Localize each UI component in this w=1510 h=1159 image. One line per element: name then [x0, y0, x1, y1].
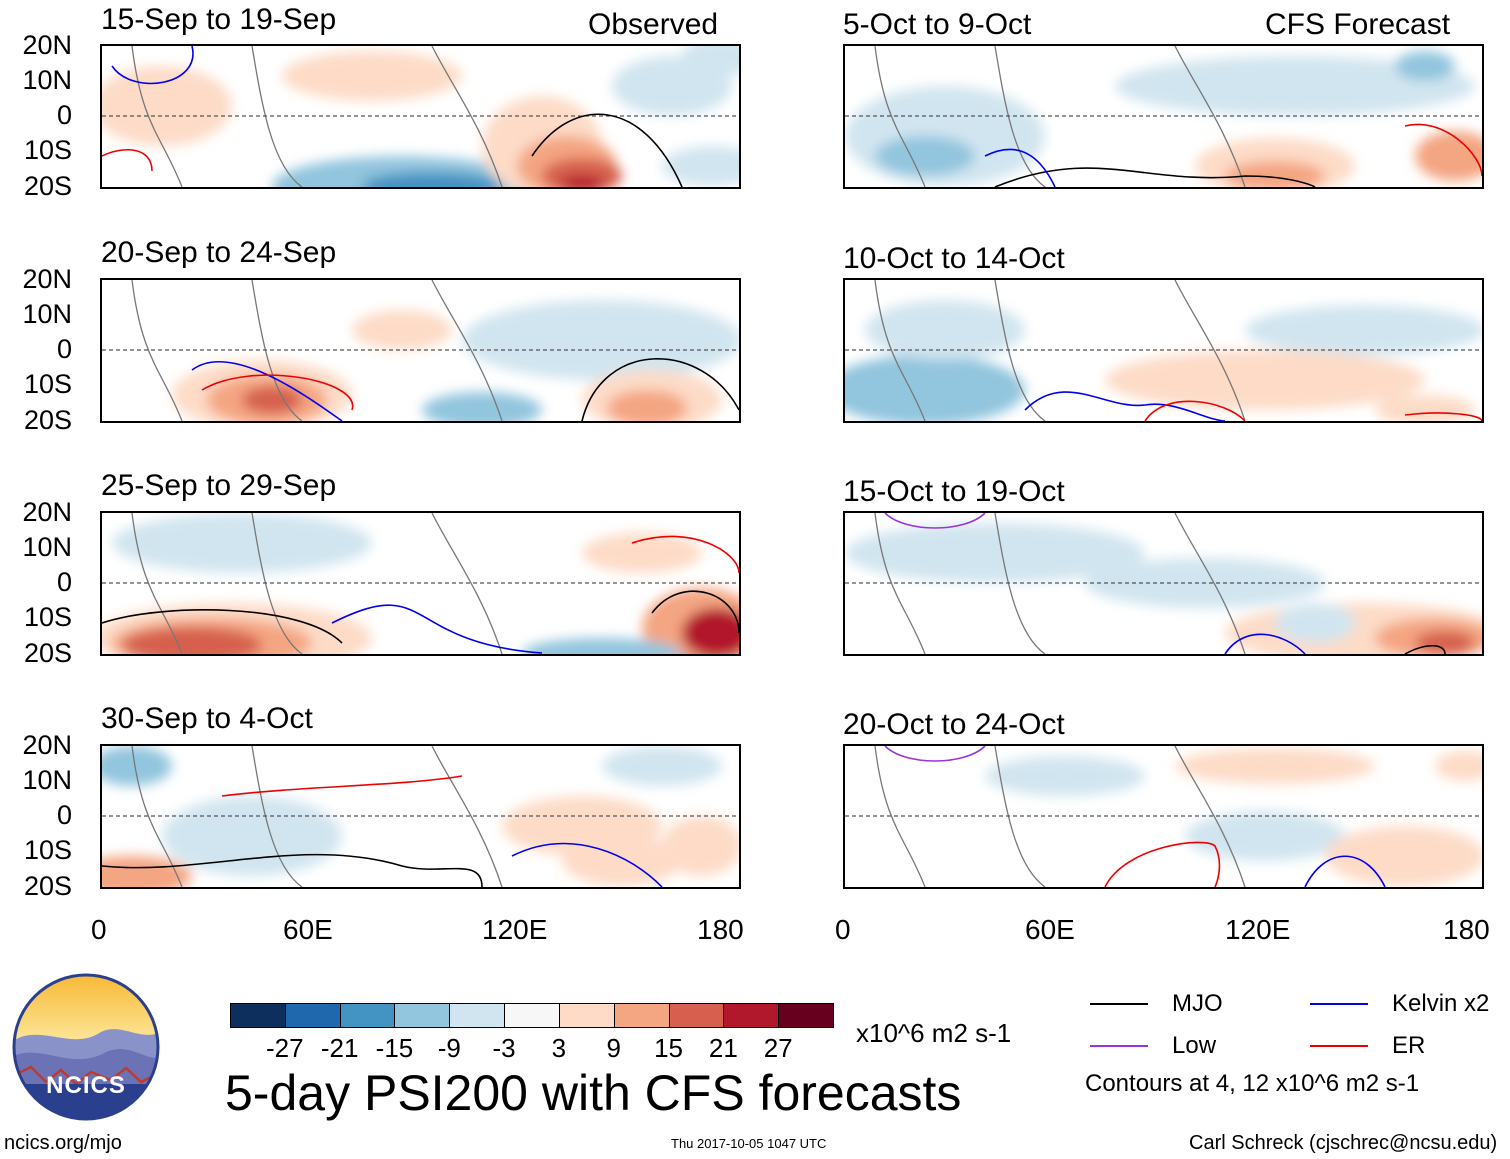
colorbar-swatch: [723, 1003, 780, 1028]
main-title: 5-day PSI200 with CFS forecasts: [225, 1065, 962, 1121]
colorbar-tick-label: -21: [320, 1033, 359, 1063]
legend-label-mjo: MJO: [1172, 990, 1223, 1017]
map-panel-obs-3: [100, 511, 741, 656]
lat-label: 20N: [22, 264, 72, 294]
lat-label: 0: [56, 800, 72, 830]
colorbar-tick-label: -3: [492, 1033, 516, 1063]
colorbar-tick-label: 21: [708, 1033, 738, 1063]
colorbar-tick-label: 27: [763, 1033, 793, 1063]
legend-line-er: [1310, 1045, 1368, 1047]
map-panel-obs-4: [100, 744, 741, 889]
panel-title-fc-4: 20-Oct to 24-Oct: [843, 708, 1065, 741]
colorbar-units: x10^6 m2 s-1: [856, 1018, 1012, 1048]
lon-label: 120E: [1225, 914, 1291, 945]
panel-title-obs-4: 30-Sep to 4-Oct: [101, 702, 313, 735]
lat-label: 10S: [23, 835, 72, 865]
contour-legend: MJO Kelvin x2 Low ER Contours at 4, 12 x…: [1085, 990, 1505, 1100]
lat-label: 20N: [22, 730, 72, 760]
lat-label: 0: [56, 567, 72, 597]
lat-label: 0: [56, 334, 72, 364]
panel-title-obs-1: 15-Sep to 19-Sep: [101, 3, 337, 36]
legend-label-kelvin: Kelvin x2: [1392, 990, 1490, 1017]
lat-label: 0: [56, 100, 72, 130]
footer-author: Carl Schreck (cjschrec@ncsu.edu): [1189, 1132, 1498, 1154]
map-panel-fc-3: [843, 511, 1484, 656]
lat-label: 20S: [23, 638, 72, 668]
panel-title-obs-2: 20-Sep to 24-Sep: [101, 236, 337, 269]
logo-text: NCICS: [46, 1072, 126, 1099]
colorbar-swatch: [668, 1003, 725, 1028]
lat-label: 10S: [23, 369, 72, 399]
map-panel-fc-4: [843, 744, 1484, 889]
colorbar-labels: -27 -21 -15 -9 -3 3 9 15 21 27: [230, 1035, 833, 1065]
colorbar-swatch: [558, 1003, 615, 1028]
colorbar-swatch: [778, 1003, 834, 1028]
colorbar-swatch: [230, 1003, 286, 1028]
lat-label: 20N: [22, 30, 72, 60]
lat-label: 20S: [23, 405, 72, 435]
colorbar-tick-label: 9: [606, 1033, 621, 1063]
panel-title-fc-1: 5-Oct to 9-Oct: [843, 8, 1032, 41]
map-panel-fc-1: [843, 44, 1484, 189]
colorbar-tick-label: 15: [654, 1033, 683, 1063]
map-panel-obs-1: [100, 44, 741, 189]
panel-title-fc-2: 10-Oct to 14-Oct: [843, 242, 1065, 275]
colorbar-swatch: [394, 1003, 451, 1028]
map-panel-obs-2: [100, 278, 741, 423]
colorbar-swatch: [339, 1003, 396, 1028]
lon-label: 0: [835, 914, 851, 945]
lat-label: 10S: [23, 602, 72, 632]
lat-label: 10N: [22, 65, 72, 95]
ncics-logo: NCICS: [11, 972, 161, 1122]
map-panel-fc-2: [843, 278, 1484, 423]
legend-line-low: [1090, 1045, 1148, 1047]
legend-label-low: Low: [1172, 1032, 1217, 1059]
lon-label: 60E: [283, 914, 333, 945]
panel-title-obs-3: 25-Sep to 29-Sep: [101, 469, 337, 502]
legend-line-kelvin: [1310, 1003, 1368, 1005]
lon-label: 180: [1443, 914, 1490, 945]
lon-label: 60E: [1025, 914, 1075, 945]
colorbar-swatch: [613, 1003, 670, 1028]
legend-label-er: ER: [1392, 1032, 1426, 1059]
colorbar-tick-label: -9: [437, 1033, 461, 1063]
colorbar: [230, 1003, 834, 1028]
colorbar-tick-label: -27: [266, 1033, 304, 1063]
colorbar-tick-label: -15: [375, 1033, 414, 1063]
lat-label: 10N: [22, 765, 72, 795]
legend-note: Contours at 4, 12 x10^6 m2 s-1: [1085, 1070, 1420, 1097]
lat-label: 20N: [22, 497, 72, 527]
lon-label: 0: [91, 914, 107, 945]
lat-label: 20S: [23, 871, 72, 901]
lat-label: 20S: [23, 171, 72, 201]
panel-title-fc-3: 15-Oct to 19-Oct: [843, 475, 1065, 508]
colorbar-swatch: [449, 1003, 506, 1028]
lat-label: 10N: [22, 299, 72, 329]
colorbar-tick-label: 3: [551, 1033, 567, 1063]
footer-url[interactable]: ncics.org/mjo: [4, 1132, 122, 1154]
colorbar-swatch: [504, 1003, 560, 1028]
lon-label: 120E: [482, 914, 548, 945]
cfs-forecast-label: CFS Forecast: [1265, 8, 1451, 41]
lat-label: 10N: [22, 532, 72, 562]
lat-label: 10S: [23, 135, 72, 165]
observed-label: Observed: [588, 8, 719, 41]
lon-label: 180: [697, 914, 744, 945]
colorbar-swatch: [284, 1003, 341, 1028]
footer-timestamp: Thu 2017-10-05 1047 UTC: [671, 1136, 827, 1151]
legend-line-mjo: [1090, 1003, 1148, 1005]
